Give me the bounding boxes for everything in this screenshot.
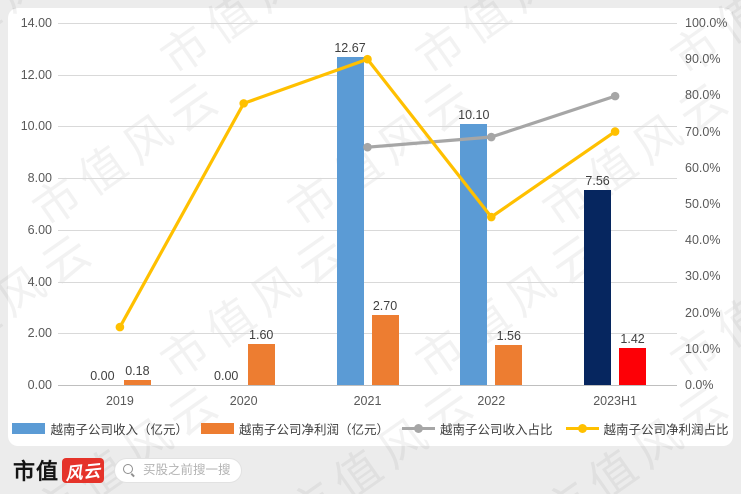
bar — [123, 380, 151, 385]
bar-value-label: 10.10 — [458, 107, 490, 122]
left-axis-tick-label: 14.00 — [20, 16, 52, 30]
bar-value-label: 1.56 — [496, 328, 521, 343]
bar-value-label: 7.56 — [585, 173, 610, 188]
right-axis-tick-label: 40.0% — [685, 233, 721, 248]
line-series-layer — [115, 54, 620, 332]
x-axis-tick-label: 2022 — [477, 394, 506, 408]
chart-legend: 越南子公司收入（亿元） 越南子公司净利润（亿元） 越南子公司收入占比 越南子公司净利润… — [8, 419, 733, 438]
right-axis-tick-label: 20.0% — [685, 305, 721, 320]
left-axis-tick-label: 6.00 — [27, 222, 52, 237]
right-axis-tick-label: 70.0% — [685, 124, 721, 139]
data-point-marker — [363, 54, 372, 64]
left-axis-tick-label: 2.00 — [27, 326, 52, 341]
legend-label: 越南子公司收入占比 — [440, 423, 553, 437]
x-axis-tick-label: 2020 — [229, 394, 258, 408]
brand-logo-badge: 风云 — [62, 457, 105, 484]
x-axis-tick-label: 2019 — [105, 394, 134, 408]
legend-item: 越南子公司收入占比 — [402, 419, 553, 438]
data-point-marker — [610, 127, 620, 136]
left-axis-tick-label: 8.00 — [27, 171, 52, 186]
search-bar[interactable] — [114, 457, 243, 483]
bar-value-label: 0.00 — [90, 369, 115, 383]
right-axis-tick-label: 10.0% — [685, 341, 721, 356]
right-axis-tick-label: 90.0% — [685, 52, 721, 67]
legend-label: 越南子公司净利润（亿元） — [238, 423, 389, 437]
bar-value-label: 1.42 — [620, 332, 645, 347]
legend-line-marker — [565, 423, 599, 435]
bar-value-label: 1.60 — [249, 327, 274, 342]
legend-item: 越南子公司净利润（亿元） — [200, 419, 389, 438]
data-point-marker — [610, 91, 620, 101]
brand-badge-text: 风云 — [64, 460, 103, 484]
bar — [336, 57, 364, 385]
legend-item: 越南子公司净利润占比 — [565, 419, 729, 438]
chart-plot: 14.00 12.00 10.00 8.00 6.00 4.00 2.00 0.00 100.0… — [8, 8, 733, 446]
right-axis-tick-label: 60.0% — [685, 160, 721, 175]
gridline — [58, 385, 677, 386]
bar — [247, 343, 275, 385]
x-axis-tick-label: 2023H1 — [593, 394, 637, 408]
left-axis-tick-label: 10.00 — [20, 119, 52, 134]
right-axis-tick-label: 100.0% — [685, 16, 728, 30]
data-point-marker — [115, 322, 125, 332]
data-point-marker — [487, 132, 496, 142]
x-axis-tick-label: 2021 — [353, 394, 382, 408]
gridline — [58, 23, 677, 24]
footer-bar: 市值 风云 — [0, 446, 741, 494]
bar — [371, 315, 399, 385]
line-series — [118, 57, 617, 328]
data-point-marker — [239, 99, 248, 108]
bar — [460, 123, 488, 385]
bar-value-label: 2.70 — [372, 299, 398, 314]
data-point-marker — [363, 142, 372, 152]
gridline — [58, 333, 677, 335]
legend-label: 越南子公司收入（亿元） — [50, 423, 188, 437]
data-point-marker — [487, 212, 496, 222]
right-axis-tick-label: 30.0% — [685, 269, 721, 284]
right-axis-tick-label: 80.0% — [685, 88, 721, 103]
right-axis-tick-label: 0.0% — [685, 378, 714, 392]
gridline — [58, 126, 677, 128]
chart-card: 市值风云市值风云市值风云市值风云市值风云市值风云市值风云市值风云市值风云市值风云… — [8, 8, 733, 446]
bar-value-label: 0.00 — [214, 369, 239, 383]
legend-line-marker — [402, 423, 435, 435]
search-input[interactable] — [141, 462, 234, 478]
brand-logo-text: 市值 — [13, 459, 60, 484]
legend-item: 越南子公司收入（亿元） — [12, 419, 188, 438]
legend-bar-swatch — [200, 423, 234, 434]
gridline — [58, 229, 677, 231]
left-axis-tick-label: 0.00 — [27, 378, 52, 392]
right-axis-tick-label: 50.0% — [685, 197, 721, 211]
gridline — [58, 178, 677, 180]
left-axis-tick-label: 12.00 — [20, 67, 52, 82]
legend-label: 越南子公司净利润占比 — [603, 423, 729, 437]
legend-bar-swatch — [12, 423, 46, 434]
gridline — [58, 281, 677, 283]
bar — [619, 348, 647, 385]
bar-value-label: 0.18 — [125, 364, 150, 379]
bar-value-label: 12.67 — [334, 41, 366, 56]
gridline — [58, 74, 677, 76]
bar — [584, 189, 612, 385]
bar — [495, 344, 523, 385]
left-axis-tick-label: 4.00 — [27, 274, 52, 289]
search-icon — [123, 463, 136, 477]
